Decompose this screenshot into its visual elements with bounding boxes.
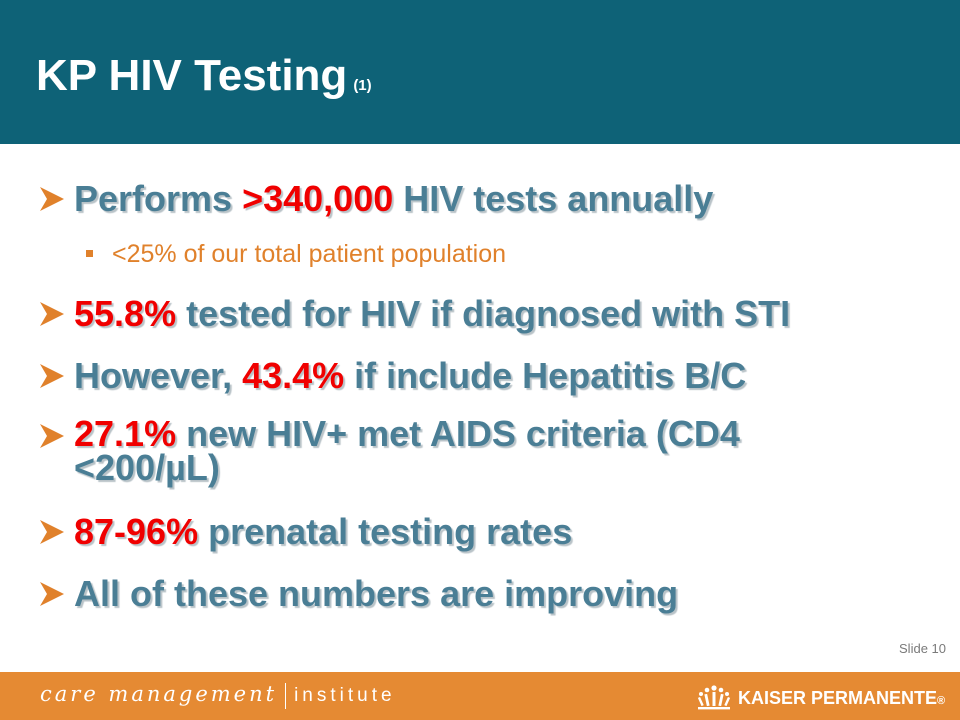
arrow-bullet-icon [40,187,64,211]
slide-footer: care management institute KAISER PERMANEN… [0,672,960,720]
arrow-bullet-icon [40,424,64,448]
arrow-bullet-icon [40,364,64,388]
bullet-text: new HIV+ met AIDS criteria (CD4 [176,413,740,454]
bullet-item: 87-96% prenatal testing rates [38,513,938,551]
square-bullet-icon [86,250,93,257]
cmi-wordmark: care management institute [40,682,396,709]
wordmark-plain: institute [294,685,396,706]
bullet-text: tested for HIV if diagnosed with STI [176,293,791,334]
bullet-item: All of these numbers are improving [38,575,938,613]
bullet-highlight: >340,000 [242,178,394,219]
bullet-highlight: 43.4% [242,355,345,396]
slide-number: Slide 10 [899,641,946,656]
bullet-item: Performs >340,000 HIV tests annually [38,180,938,218]
bullet-highlight: 55.8% [74,293,177,334]
bullet-text: if include Hepatitis B/C [344,355,747,396]
bullet-text: Performs [74,178,243,219]
bullet-text: <200/µL) [74,447,220,488]
brand-mark: ® [937,695,946,707]
bullet-text: HIV tests annually [393,178,714,219]
bullet-highlight: 27.1% [74,413,177,454]
sub-bullet-text: <25% of our total patient population [112,240,507,268]
slide-title-sub: (1) [353,77,372,94]
wordmark-script: care management [40,682,278,706]
bullet-text: However, [74,355,243,396]
wordmark-divider [285,682,287,709]
bullet-text: prenatal testing rates [198,511,573,552]
kaiser-permanente-logo-icon [697,685,731,710]
bullet-text: All of these numbers are improving [74,573,679,614]
arrow-bullet-icon [40,520,64,544]
brand-text: KAISER PERMANENTE [738,688,938,708]
slide-header: KP HIV Testing (1) [0,0,960,144]
sub-bullet-item: <25% of our total patient population [38,238,938,270]
arrow-bullet-icon [40,302,64,326]
slide-title-text: KP HIV Testing [36,51,348,100]
arrow-bullet-icon [40,582,64,606]
bullet-highlight: 87-96% [74,511,199,552]
kaiser-permanente-wordmark: KAISER PERMANENTE® [738,688,945,709]
bullet-item: 27.1% new HIV+ met AIDS criteria (CD4 <20… [38,416,938,488]
bullet-list: Performs >340,000 HIV tests annually <25… [38,172,938,613]
bullet-item: However, 43.4% if include Hepatitis B/C [38,357,938,395]
bullet-item: 55.8% tested for HIV if diagnosed with S… [38,295,938,333]
slide-title: KP HIV Testing (1) [36,50,372,112]
